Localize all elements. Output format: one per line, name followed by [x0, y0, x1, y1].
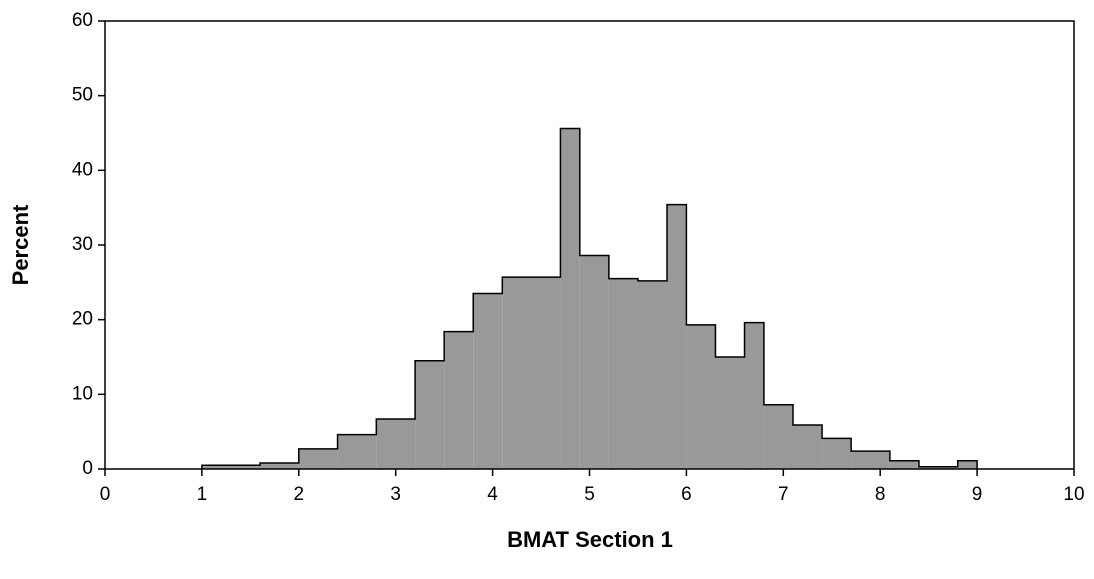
bar	[201, 465, 261, 469]
bar	[260, 463, 299, 469]
x-tick-label: 4	[487, 484, 498, 505]
y-tick-label: 20	[72, 309, 93, 330]
x-tick-label: 0	[100, 484, 111, 505]
x-axis-title: BMAT Section 1	[507, 527, 673, 552]
y-tick-label: 0	[82, 458, 93, 479]
bar	[822, 438, 852, 469]
y-tick-label: 40	[72, 159, 93, 180]
bar	[579, 255, 609, 469]
bar	[763, 404, 793, 469]
y-tick-label: 10	[72, 383, 93, 404]
bar	[376, 418, 416, 469]
bar	[744, 322, 764, 469]
bar	[444, 331, 474, 469]
x-tick-label: 9	[972, 484, 983, 505]
y-tick-label: 50	[72, 85, 93, 106]
bar	[715, 357, 745, 469]
x-tick-label: 3	[390, 484, 401, 505]
bar	[792, 424, 823, 469]
bar	[637, 280, 668, 469]
x-tick-label: 5	[584, 484, 595, 505]
bar	[415, 360, 445, 469]
bar	[851, 451, 890, 469]
bar	[502, 277, 561, 469]
x-tick-label: 6	[681, 484, 692, 505]
bar	[560, 128, 580, 469]
bar	[957, 460, 978, 469]
x-tick-label: 2	[294, 484, 305, 505]
y-tick-label: 30	[72, 234, 93, 255]
y-tick-label: 60	[72, 10, 93, 31]
x-tick-label: 8	[875, 484, 886, 505]
bar	[686, 324, 716, 469]
y-axis-title: Percent	[8, 204, 33, 285]
bar	[298, 448, 338, 469]
bar	[918, 466, 958, 469]
bar	[473, 293, 503, 469]
x-tick-label: 1	[197, 484, 208, 505]
bar-outline	[201, 127, 978, 469]
bar	[889, 460, 919, 469]
x-tick-label: 10	[1063, 484, 1084, 505]
bar	[608, 278, 638, 469]
bar	[667, 204, 687, 469]
bar	[337, 434, 377, 469]
x-tick-label: 7	[778, 484, 789, 505]
